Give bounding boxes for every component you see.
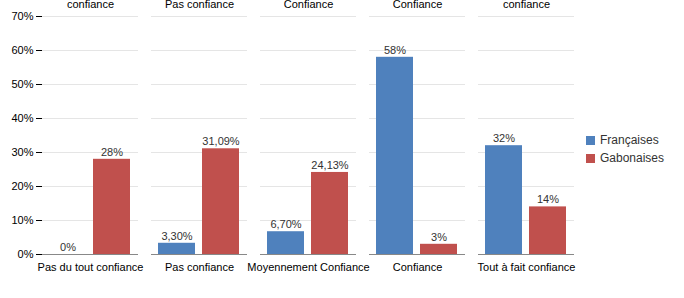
svg-text:Confiance: Confiance [393,0,443,10]
svg-text:Pas confiance: Pas confiance [165,0,234,10]
svg-text:58%: 58% [384,44,406,56]
svg-text:Tout à fait confiance: Tout à fait confiance [478,261,576,273]
svg-text:14%: 14% [537,193,559,205]
svg-text:50%: 50% [11,78,33,90]
svg-text:Pas confiance: Pas confiance [165,261,234,273]
svg-text:0%: 0% [60,241,76,253]
html-text:Gabonaises: Gabonaises [600,151,664,165]
svg-text:30%: 30% [11,146,33,158]
svg-text:60%: 60% [11,44,33,56]
svg-text:20%: 20% [11,180,33,192]
svg-text:0%: 0% [18,248,34,260]
svg-text:31,09%: 31,09% [202,135,240,147]
svg-text:6,70%: 6,70% [270,218,301,230]
svg-text:3%: 3% [431,231,447,243]
svg-text:Pas du tout confiance: Pas du tout confiance [38,261,144,273]
svg-text:70%: 70% [11,10,33,22]
svg-text:32%: 32% [493,132,515,144]
svg-text:10%: 10% [11,214,33,226]
svg-text:28%: 28% [101,146,123,158]
svg-text:MoyennementConfiance: MoyennementConfiance [274,0,344,10]
svg-text:40%: 40% [11,112,33,124]
svg-text:Moyennement Confiance: Moyennement Confiance [247,261,369,273]
svg-text:Pas du toutconfiance: Pas du toutconfiance [63,0,119,10]
svg-text:Tout à faitconfiance: Tout à faitconfiance [503,0,551,10]
svg-text:24,13%: 24,13% [311,159,349,171]
svg-text:Confiance: Confiance [393,261,443,273]
svg-text:3,30%: 3,30% [161,230,192,242]
html-text:Françaises: Françaises [600,133,659,147]
